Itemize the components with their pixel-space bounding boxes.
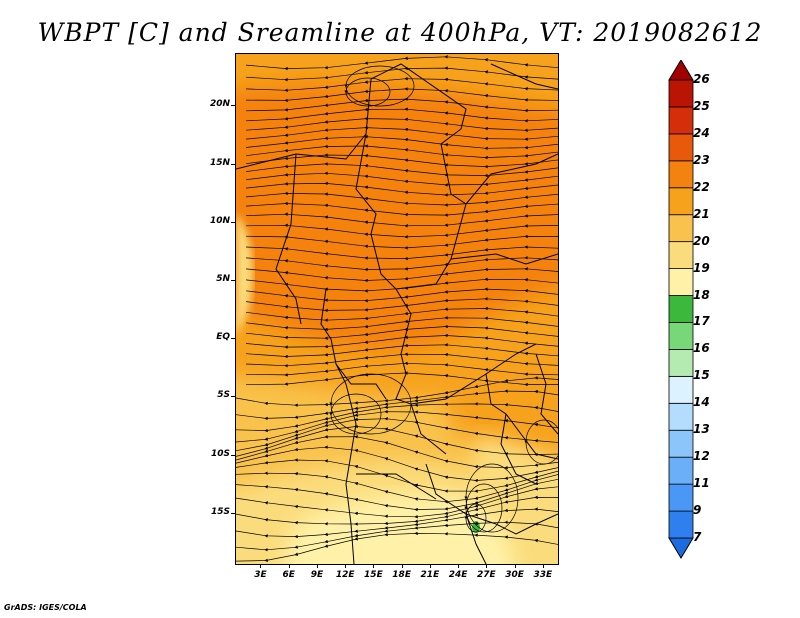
lat-tick	[231, 105, 235, 107]
colorbar-label: 23	[693, 152, 710, 167]
colorbar-segment	[668, 349, 694, 377]
lat-tick	[231, 280, 235, 282]
chart-title: WBPT [C] and Sreamline at 400hPa, VT: 20…	[37, 18, 763, 47]
colorbar-label: 21	[693, 206, 710, 221]
colorbar-label: 15	[693, 368, 710, 383]
lat-label: EQ	[216, 332, 230, 343]
colorbar-label: 19	[693, 260, 710, 275]
lon-tick	[316, 564, 318, 568]
streamline-56	[524, 419, 558, 465]
lon-label: 6E	[282, 570, 295, 580]
lon-label: 33E	[533, 570, 553, 580]
lat-tick	[231, 221, 235, 223]
colorbar-segment	[668, 133, 694, 162]
lon-label: 21E	[420, 570, 440, 580]
lon-tick	[401, 564, 403, 568]
colorbar-segment	[668, 429, 694, 458]
colorbar-label: 11	[693, 476, 710, 491]
colorbar-label: 22	[693, 179, 710, 194]
streamline-53	[344, 65, 415, 107]
streamlines	[236, 55, 558, 563]
streamline-12	[245, 171, 558, 187]
lon-label: 3E	[254, 570, 267, 580]
colorbar-label: 18	[693, 287, 710, 302]
colorbar-label: 16	[693, 341, 710, 356]
wbpt-shaded-field	[236, 54, 558, 564]
colorbar-segment	[668, 295, 694, 323]
lon-label: 12E	[335, 570, 355, 580]
border-line-17	[535, 353, 558, 435]
streamline-51	[464, 463, 519, 533]
colorbar-label: 17	[693, 314, 710, 329]
colorbar-label: 24	[693, 125, 710, 140]
colorbar-low-arrow	[668, 537, 694, 559]
colorbar-label: 25	[693, 98, 710, 113]
colorbar-segment	[668, 79, 694, 108]
lat-tick	[231, 512, 235, 514]
colorbar-label: 12	[693, 449, 710, 464]
lon-tick	[429, 564, 431, 568]
streamline-54	[329, 393, 382, 435]
lon-label: 24E	[448, 570, 468, 580]
colorbar-segment	[668, 160, 694, 189]
lon-tick	[458, 564, 460, 568]
colorbar-label: 13	[693, 422, 710, 437]
lat-label: 5N	[216, 274, 230, 285]
lon-tick	[542, 564, 544, 568]
lon-label: 15E	[364, 570, 383, 580]
lat-tick	[231, 163, 235, 165]
colorbar-label: 20	[693, 233, 710, 248]
lat-label: 20N	[209, 99, 230, 110]
streamline-50	[464, 503, 487, 533]
colorbar-segment	[668, 106, 694, 135]
lat-label: 15N	[209, 157, 230, 168]
map-plot-area	[235, 53, 559, 565]
streamline-55	[329, 373, 412, 435]
colorbar-segment	[668, 375, 694, 404]
colorbar-high-arrow	[668, 60, 694, 81]
streamline-49	[464, 483, 503, 533]
lon-label: 9E	[310, 570, 324, 580]
lat-label: 15S	[210, 506, 230, 517]
lat-tick	[231, 396, 235, 398]
lat-label: 10S	[210, 448, 230, 459]
colorbar-segment	[668, 402, 694, 431]
lon-tick	[486, 564, 488, 568]
lon-tick	[288, 564, 290, 568]
colorbar-label: 14	[693, 395, 710, 410]
colorbar-label: 7	[693, 530, 702, 544]
colorbar-segment	[668, 187, 694, 216]
lon-tick	[514, 564, 516, 568]
lat-tick	[231, 338, 235, 340]
colorbar	[668, 60, 694, 559]
colorbar-label: 9	[693, 503, 702, 518]
map-svg	[236, 54, 558, 564]
colorbar-segment	[668, 483, 694, 512]
lon-tick	[345, 564, 347, 568]
field-19-20-west	[236, 214, 253, 334]
colorbar-segment	[668, 214, 694, 243]
streamline-48	[236, 531, 558, 563]
colorbar-segment	[668, 456, 694, 485]
lon-tick	[260, 564, 262, 568]
lon-tick	[373, 564, 375, 568]
lon-label: 27E	[477, 570, 496, 580]
grads-credit: GrADS: IGES/COLA	[4, 603, 87, 612]
lon-label: 30E	[505, 570, 524, 580]
colorbar-segment	[668, 322, 694, 350]
lat-tick	[231, 454, 235, 456]
colorbar-label: 26	[693, 72, 710, 86]
lat-label: 10N	[209, 215, 230, 226]
lat-label: 5S	[217, 390, 230, 401]
colorbar-segment	[668, 268, 694, 296]
colorbar-segment	[668, 241, 694, 269]
colorbar-segment	[668, 510, 694, 539]
streamline-52	[344, 77, 391, 107]
lon-label: 18E	[392, 570, 411, 580]
